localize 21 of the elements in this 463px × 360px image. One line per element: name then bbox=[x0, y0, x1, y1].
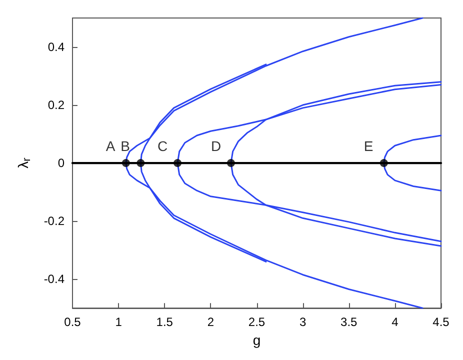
annotation: A bbox=[106, 138, 116, 154]
x-tick-label: 2 bbox=[207, 315, 214, 330]
x-tick-label: 4 bbox=[392, 315, 399, 330]
x-tick-label: 3.5 bbox=[340, 315, 358, 330]
annotation: C bbox=[158, 138, 168, 154]
y-axis-title: λr bbox=[15, 157, 33, 168]
x-axis-title: g bbox=[252, 332, 261, 348]
annotation: B bbox=[120, 138, 130, 154]
y-tick-label: -0.2 bbox=[44, 214, 65, 228]
x-tick-label: 4.5 bbox=[432, 315, 450, 330]
x-tick-label: 1.5 bbox=[156, 315, 174, 330]
x-tick-label: 2.5 bbox=[248, 315, 266, 330]
x-tick-label: 0.5 bbox=[64, 315, 82, 330]
y-tick-label: 0 bbox=[58, 156, 65, 170]
x-tick-label: 3 bbox=[299, 315, 306, 330]
y-tick-label: 0.4 bbox=[48, 40, 65, 54]
annotation: E bbox=[364, 138, 374, 154]
annotation: D bbox=[210, 138, 222, 154]
x-tick-label: 1 bbox=[115, 315, 122, 330]
y-tick-label: 0.2 bbox=[48, 98, 65, 112]
y-tick-label: -0.4 bbox=[44, 272, 65, 286]
